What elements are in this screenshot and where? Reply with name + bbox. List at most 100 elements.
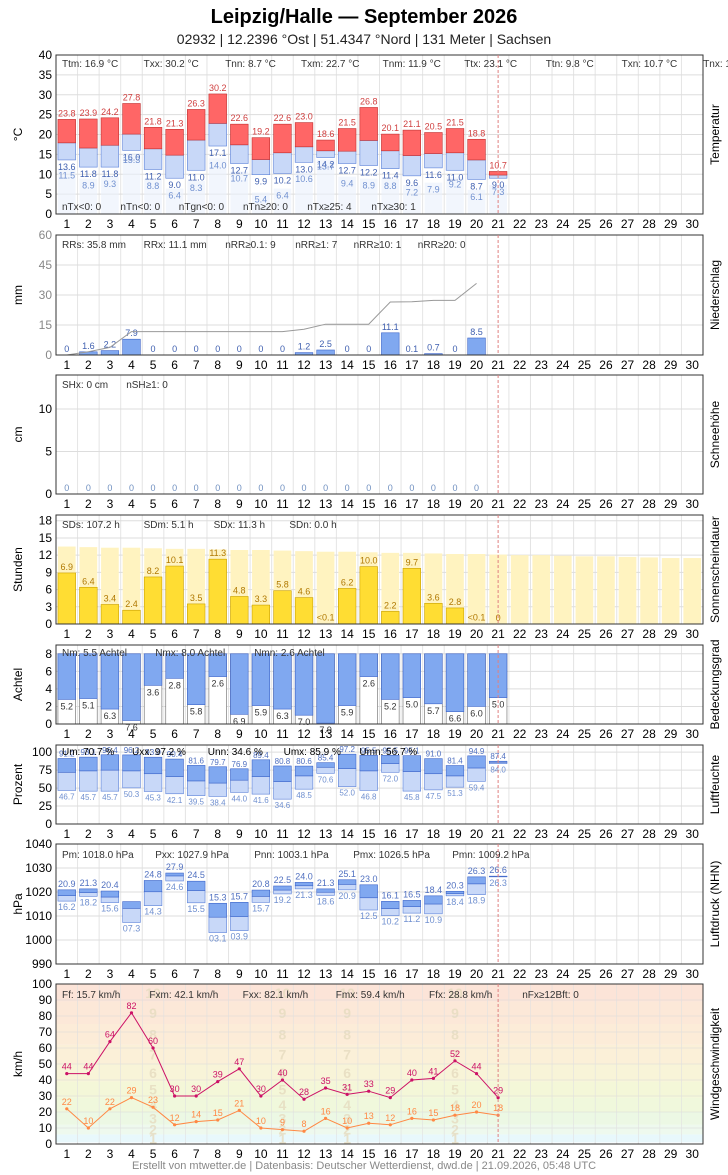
- pressure-max-label: 16.1: [382, 890, 400, 900]
- pressure-min-label: 21.3: [295, 890, 313, 900]
- pressure-high-bar: [100, 890, 120, 898]
- humidity-low-bar: [79, 770, 98, 792]
- cloud-xtick-label: 28: [642, 727, 656, 741]
- precipitation-xtick-label: 12: [297, 358, 311, 372]
- temp-min-bar: [208, 123, 227, 147]
- snow-xtick-label: 22: [513, 497, 527, 511]
- temp-max-label: 23.8: [58, 108, 76, 118]
- pressure-max-label: 20.8: [252, 879, 270, 889]
- temp-max-label: 20.1: [382, 123, 400, 133]
- precip-label: 0: [452, 344, 457, 354]
- pressure-high-bar: [187, 880, 206, 891]
- wind-mean-point: [431, 1118, 436, 1122]
- cloud-frame: [55, 644, 704, 725]
- pressure-xtick-label: 13: [319, 967, 333, 981]
- temperature-xtick-label: 12: [297, 217, 311, 231]
- wind-xtick-label: 6: [171, 1147, 178, 1161]
- humidity-max-label: 76.9: [232, 760, 248, 769]
- humidity-xtick-label: 23: [535, 827, 549, 841]
- cloud-bar: [359, 653, 378, 677]
- humidity-min-label: 42.1: [167, 796, 183, 805]
- temp-max-label: 22.6: [231, 113, 249, 123]
- sunshine-possible-bar: [575, 556, 594, 624]
- snow-xtick-label: 25: [578, 497, 592, 511]
- cloud-xtick-label: 23: [535, 727, 549, 741]
- temp-max-label: 21.5: [338, 118, 356, 128]
- cloud-xtick-label: 8: [214, 727, 221, 741]
- wind-mean-label: 13: [364, 1111, 374, 1121]
- precip-label: 1.2: [298, 342, 311, 352]
- temp-ground-bar: [208, 158, 227, 214]
- precip-label: 8.5: [470, 327, 483, 337]
- precip-label: 0: [215, 344, 220, 354]
- wind-xtick-label: 17: [405, 1147, 419, 1161]
- temp-min-bar: [230, 144, 249, 164]
- temp-max-label: 22.6: [274, 113, 292, 123]
- temperature-xtick-label: 18: [427, 217, 441, 231]
- humidity-xtick-label: 21: [491, 827, 505, 841]
- pressure-xtick-label: 26: [599, 967, 613, 981]
- wind-mean-label: 23: [148, 1095, 158, 1105]
- wind-beaufort-label: 5: [451, 1082, 459, 1098]
- temperature-stat: Tnn: 8.7 °C: [225, 59, 276, 70]
- sunshine-ylabel: Stunden: [11, 547, 25, 592]
- snow-xtick-label: 18: [427, 497, 441, 511]
- wind-beaufort-label: 9: [451, 1005, 459, 1021]
- temperature-xtick-label: 25: [578, 217, 592, 231]
- pressure-low-bar: [445, 893, 465, 897]
- pressure-xtick-label: 5: [150, 967, 157, 981]
- sunshine-bar: [122, 609, 141, 625]
- wind-ytick-label: 80: [39, 1009, 53, 1023]
- temperature-bottom-stat: nTgn<0: 0: [179, 202, 225, 213]
- pressure-min-label: 18.4: [446, 897, 464, 907]
- temperature-stat: Txm: 22.7 °C: [301, 59, 359, 70]
- sunshine-stat: SDs: 107.2 h: [62, 520, 120, 531]
- snow-stat: nSH≥1: 0: [126, 380, 168, 391]
- humidity-low-bar: [251, 776, 271, 795]
- wind-mean-point: [216, 1118, 220, 1122]
- sunshine-xtick-label: 21: [491, 627, 505, 641]
- temperature-xtick-label: 16: [384, 217, 398, 231]
- pressure-xtick-label: 22: [513, 967, 527, 981]
- temp-max-label: 27.8: [123, 92, 141, 102]
- snow-label: 0: [129, 483, 134, 493]
- temp-min-bar: [251, 159, 271, 175]
- sunshine-possible-bar: [467, 554, 486, 624]
- humidity-ytick-label: 75: [39, 763, 53, 777]
- temp-min-label: 16.0: [123, 152, 141, 162]
- snow-xtick-label: 30: [686, 497, 700, 511]
- snow-xtick-label: 11: [276, 497, 289, 511]
- temp-min-bar: [381, 150, 400, 169]
- precipitation-xtick-label: 25: [578, 358, 592, 372]
- wind-xtick-label: 11: [276, 1147, 289, 1161]
- humidity-xtick-label: 19: [448, 827, 462, 841]
- sunshine-label: 8.2: [147, 566, 160, 576]
- precip-bar: [316, 349, 335, 356]
- cloud-label: 5.0: [492, 700, 505, 710]
- wind-xtick-label: 4: [128, 1147, 135, 1161]
- pressure-xtick-label: 29: [664, 967, 678, 981]
- humidity-high-bar: [251, 759, 271, 777]
- snow-label: 0: [452, 483, 457, 493]
- pressure-high-bar: [251, 889, 271, 897]
- pressure-high-bar: [316, 888, 335, 893]
- humidity-xtick-label: 3: [107, 827, 114, 841]
- temperature-panel-title: Temperatur: [708, 104, 722, 165]
- humidity-min-label: 38.4: [210, 798, 226, 807]
- wind-stat: Ff: 15.7 km/h: [62, 990, 120, 1001]
- pressure-min-label: 20.9: [338, 891, 356, 901]
- snow-label: 0: [280, 483, 285, 493]
- pressure-xtick-label: 12: [297, 967, 311, 981]
- wind-mean-point: [410, 1116, 414, 1120]
- wind-xtick-label: 2: [85, 1147, 92, 1161]
- snow-stat: SHx: 0 cm: [62, 380, 108, 391]
- snow-xtick-label: 15: [362, 497, 376, 511]
- snow-label: 0: [258, 483, 263, 493]
- snow-label: 0: [151, 483, 156, 493]
- sunshine-xtick-label: 25: [578, 627, 592, 641]
- cloud-label: 5.8: [190, 707, 203, 717]
- temp-max-label: 21.5: [446, 118, 464, 128]
- pressure-xtick-label: 8: [214, 967, 221, 981]
